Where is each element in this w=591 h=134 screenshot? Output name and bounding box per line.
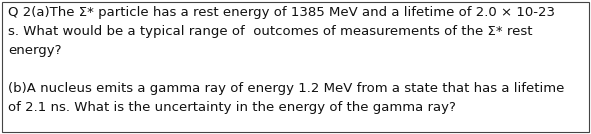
Text: s. What would be a typical range of  outcomes of measurements of the Σ* rest: s. What would be a typical range of outc… — [8, 25, 532, 38]
Text: energy?: energy? — [8, 44, 61, 57]
Text: of 2.1 ns. What is the uncertainty in the energy of the gamma ray?: of 2.1 ns. What is the uncertainty in th… — [8, 101, 456, 114]
Text: Q 2(a)The Σ* particle has a rest energy of 1385 MeV and a lifetime of 2.0 × 10-2: Q 2(a)The Σ* particle has a rest energy … — [8, 6, 555, 19]
Text: (b)A nucleus emits a gamma ray of energy 1.2 MeV from a state that has a lifetim: (b)A nucleus emits a gamma ray of energy… — [8, 82, 564, 95]
